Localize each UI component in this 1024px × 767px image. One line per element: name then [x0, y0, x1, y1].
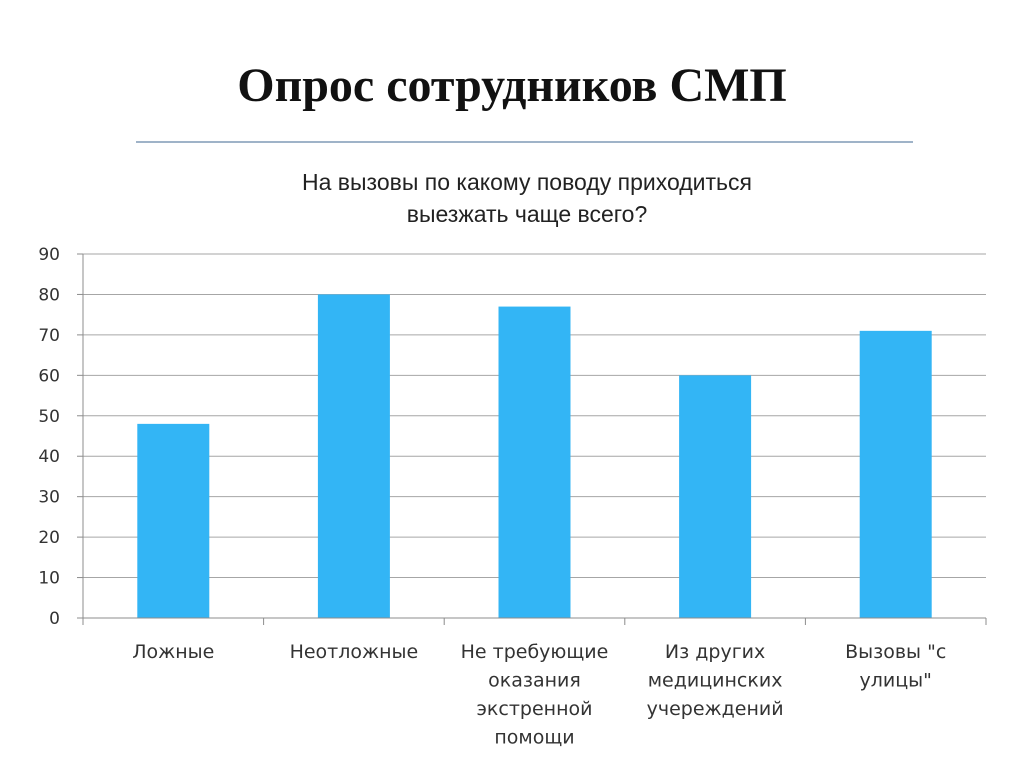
y-tick-label: 0: [49, 609, 60, 629]
x-category-label: Не требующие оказания экстренной помощи: [461, 641, 609, 749]
bar: [498, 306, 571, 618]
x-category-label: Ложные: [132, 641, 214, 663]
x-tick-label: медицинских: [648, 670, 783, 692]
x-tick-label: улицы": [859, 670, 931, 692]
x-tick-label: Неотложные: [290, 641, 419, 663]
x-tick-label: помощи: [494, 727, 574, 749]
x-category-label: Из других медицинских учереждений: [647, 641, 784, 720]
y-tick-label: 50: [38, 407, 60, 427]
y-tick-label: 20: [38, 528, 60, 548]
bar: [679, 375, 752, 618]
x-category-label: Неотложные: [290, 641, 419, 663]
y-tick-label: 40: [38, 447, 60, 467]
x-tick-label: Не требующие: [461, 641, 609, 663]
y-tick-label: 80: [38, 285, 60, 305]
bar: [137, 423, 210, 618]
slide-title: Опрос сотрудников СМП: [237, 59, 787, 112]
chart-title-line-1: На вызовы по какому поводу приходиться: [302, 169, 752, 195]
x-tick-label: Из других: [665, 641, 765, 663]
chart-title-line-2: выезжать чаще всего?: [407, 201, 648, 227]
y-tick-label: 30: [38, 488, 60, 508]
x-tick-label: учереждений: [647, 698, 784, 720]
x-category-label: Вызовы "с улицы": [845, 641, 946, 692]
bar: [317, 294, 390, 618]
x-tick-label: оказания: [488, 670, 581, 692]
y-tick-label: 60: [38, 366, 60, 386]
y-tick-label: 90: [38, 245, 60, 265]
x-tick-label: Ложные: [132, 641, 214, 663]
y-tick-label: 70: [38, 326, 60, 346]
x-tick-label: Вызовы "с: [845, 641, 946, 663]
x-tick-label: экстренной: [477, 698, 593, 720]
bar: [859, 330, 932, 618]
y-tick-label: 10: [38, 569, 60, 589]
title-divider: [136, 141, 913, 143]
